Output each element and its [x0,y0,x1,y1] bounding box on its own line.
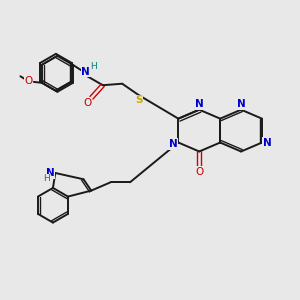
Text: N: N [46,168,54,178]
Text: N: N [263,137,272,148]
Text: O: O [83,98,92,107]
Text: H: H [43,175,50,184]
Text: O: O [24,76,33,86]
Text: N: N [81,67,90,77]
Text: H: H [90,62,97,71]
Text: O: O [195,167,203,177]
Text: N: N [169,139,177,149]
Text: S: S [135,95,142,105]
Text: N: N [237,99,245,109]
Text: N: N [195,99,204,109]
